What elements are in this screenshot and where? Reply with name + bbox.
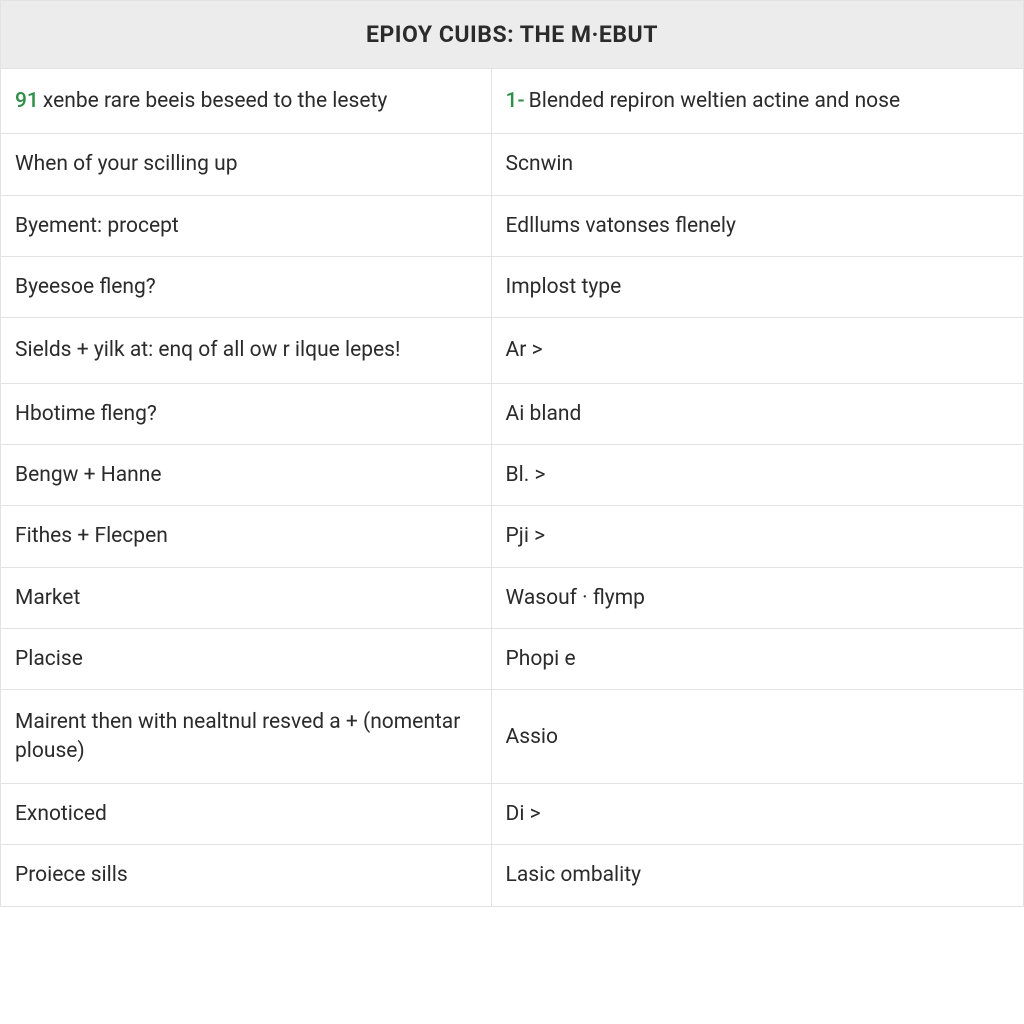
cell-left-value: Proiece sills [15, 863, 128, 887]
cell-right-text: Assio [506, 723, 558, 751]
cell-left: Placise [1, 629, 492, 689]
table-row: Byeesoe fleng? Implost type [1, 257, 1023, 318]
table-row: Sields + yilk at: enq of all ow r ilque … [1, 318, 1023, 383]
cell-left: Byement: procept [1, 196, 492, 256]
cell-right: Edllums vatonses flenely [492, 196, 1023, 256]
cell-left: 91xenbe rare beeis beseed to the lesety [1, 69, 492, 133]
cell-left-value: Byement: procept [15, 214, 179, 238]
cell-right: Implost type [492, 257, 1023, 317]
cell-left: Hbotime fleng? [1, 384, 492, 444]
cell-right: Assio [492, 690, 1023, 783]
cell-right: Scnwin [492, 134, 1023, 194]
cell-right-value: Bl. > [506, 463, 546, 487]
cell-left-value: Placise [15, 647, 83, 671]
table-row: Fithes + Flecpen Pji > [1, 506, 1023, 567]
table-row: Placise Phopi e [1, 629, 1023, 690]
cell-left-value: Fithes + Flecpen [15, 524, 168, 548]
cell-left-value: Hbotime fleng? [15, 402, 157, 426]
cell-right: Ai bland [492, 384, 1023, 444]
cell-left: Bengw + Hanne [1, 445, 492, 505]
cell-left-text: Byement: procept [15, 212, 179, 240]
cell-left-value: Mairent then with nealtnul resved a + (n… [15, 710, 460, 762]
table-row: Bengw + Hanne Bl. > [1, 445, 1023, 506]
cell-right: Phopi e [492, 629, 1023, 689]
cell-right-text: Bl. > [506, 461, 546, 489]
cell-right-text: Edllums vatonses flenely [506, 212, 736, 240]
cell-left-text: Fithes + Flecpen [15, 522, 168, 550]
cell-left-text: Bengw + Hanne [15, 461, 161, 489]
cell-right-value: Pji > [506, 524, 546, 548]
cell-left-text: Sields + yilk at: enq of all ow r ilque … [15, 336, 400, 364]
cell-right-text: Scnwin [506, 150, 574, 178]
cell-left-value: Byeesoe fleng? [15, 275, 156, 299]
cell-right: Ar > [492, 318, 1023, 382]
cell-right-text: 1-Blended repiron weltien actine and nos… [506, 87, 901, 115]
table-body: 91xenbe rare beeis beseed to the lesety 1… [1, 69, 1023, 906]
cell-right-value: Phopi e [506, 647, 576, 671]
cell-left: When of your scilling up [1, 134, 492, 194]
cell-left: Byeesoe fleng? [1, 257, 492, 317]
cell-right-value: Assio [506, 725, 558, 749]
cell-left-text: Proiece sills [15, 861, 128, 889]
cell-right-text: Ar > [506, 336, 543, 364]
cell-right-value: Wasouf · flymp [506, 586, 645, 610]
cell-left-value: xenbe rare beeis beseed to the lesety [43, 89, 387, 113]
cell-left-text: When of your scilling up [15, 150, 238, 178]
cell-left-text: Market [15, 584, 80, 612]
cell-left-text: Byeesoe fleng? [15, 273, 156, 301]
cell-left-text: 91xenbe rare beeis beseed to the lesety [15, 87, 387, 115]
row-lead-number: 1- [506, 89, 525, 113]
cell-right-value: Implost type [506, 275, 622, 299]
cell-right: Bl. > [492, 445, 1023, 505]
cell-left-value: Sields + yilk at: enq of all ow r ilque … [15, 338, 400, 362]
cell-right-text: Implost type [506, 273, 622, 301]
cell-right-value: Edllums vatonses flenely [506, 214, 736, 238]
cell-right-value: Di > [506, 802, 541, 826]
cell-left-text: Mairent then with nealtnul resved a + (n… [15, 708, 477, 765]
cell-right: Pji > [492, 506, 1023, 566]
table-row: Byement: procept Edllums vatonses flenely [1, 196, 1023, 257]
table-row: Mairent then with nealtnul resved a + (n… [1, 690, 1023, 784]
cell-right: 1-Blended repiron weltien actine and nos… [492, 69, 1023, 133]
cell-left-value: Bengw + Hanne [15, 463, 161, 487]
cell-right-value: Ar > [506, 338, 543, 362]
cell-left-value: When of your scilling up [15, 152, 238, 176]
cell-left-text: Hbotime fleng? [15, 400, 157, 428]
row-lead-number: 91 [15, 89, 39, 113]
data-table: EPIOY CUIBS: THE M·EBUT 91xenbe rare bee… [0, 0, 1024, 907]
cell-right-text: Wasouf · flymp [506, 584, 645, 612]
cell-right-value: Ai bland [506, 402, 582, 426]
cell-left: Market [1, 568, 492, 628]
cell-right-text: Pji > [506, 522, 546, 550]
cell-left: Sields + yilk at: enq of all ow r ilque … [1, 318, 492, 382]
table-row: Hbotime fleng? Ai bland [1, 384, 1023, 445]
cell-left: Exnoticed [1, 784, 492, 844]
cell-left-value: Market [15, 586, 80, 610]
cell-left-text: Exnoticed [15, 800, 107, 828]
cell-right-value: Scnwin [506, 152, 574, 176]
cell-right-text: Ai bland [506, 400, 582, 428]
cell-right-value: Blended repiron weltien actine and nose [529, 89, 901, 113]
cell-right: Wasouf · flymp [492, 568, 1023, 628]
cell-right-text: Lasic ombality [506, 861, 642, 889]
cell-left: Mairent then with nealtnul resved a + (n… [1, 690, 492, 783]
table-row: Proiece sills Lasic ombality [1, 845, 1023, 905]
table-row: Exnoticed Di > [1, 784, 1023, 845]
cell-left-text: Placise [15, 645, 83, 673]
cell-left: Proiece sills [1, 845, 492, 905]
cell-right-value: Lasic ombality [506, 863, 642, 887]
cell-left-value: Exnoticed [15, 802, 107, 826]
table-header-text: EPIOY CUIBS: THE M·EBUT [366, 21, 658, 48]
table-row: 91xenbe rare beeis beseed to the lesety 1… [1, 69, 1023, 134]
table-header: EPIOY CUIBS: THE M·EBUT [1, 1, 1023, 69]
table-row: When of your scilling up Scnwin [1, 134, 1023, 195]
cell-left: Fithes + Flecpen [1, 506, 492, 566]
cell-right: Di > [492, 784, 1023, 844]
cell-right-text: Phopi e [506, 645, 576, 673]
cell-right: Lasic ombality [492, 845, 1023, 905]
table-row: Market Wasouf · flymp [1, 568, 1023, 629]
cell-right-text: Di > [506, 800, 541, 828]
